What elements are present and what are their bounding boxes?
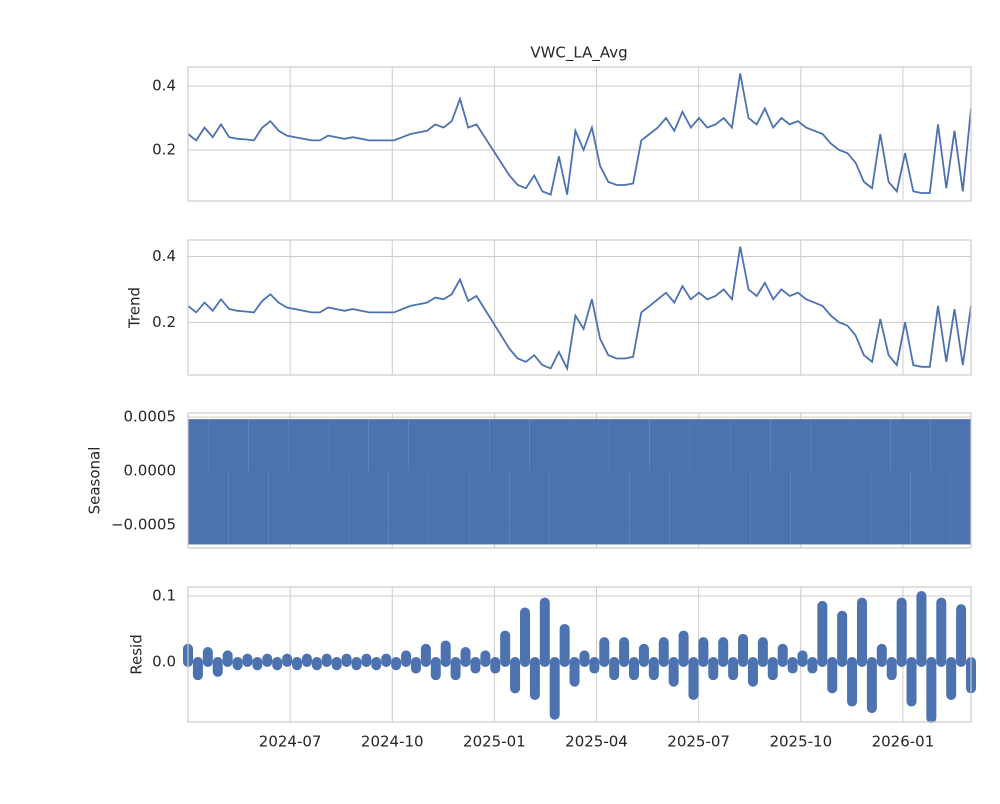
bar [328, 419, 369, 471]
bar [408, 419, 449, 471]
bar [208, 419, 249, 471]
x-tick-label: 2025-07 [667, 733, 730, 751]
bar [930, 419, 971, 471]
y-axis-label: Seasonal [86, 447, 104, 515]
y-axis-label: Trend [126, 287, 144, 329]
plot-frame [187, 66, 972, 202]
x-tick-label: 2025-10 [769, 733, 832, 751]
bar [188, 419, 209, 471]
bar [950, 470, 971, 545]
x-tick-label: 2024-07 [259, 733, 322, 751]
subplot-title: VWC_LA_Avg [530, 44, 627, 63]
bar [710, 470, 751, 545]
bar [228, 470, 269, 545]
bar [890, 419, 931, 471]
bar [449, 419, 490, 471]
bar [669, 470, 710, 545]
bar [469, 470, 510, 545]
plot-area [188, 240, 971, 375]
bar [368, 419, 409, 471]
bar [910, 470, 951, 545]
plot-frame [187, 586, 972, 723]
bar [248, 419, 289, 471]
bar [549, 470, 590, 545]
y-tick-label: 0.4 [152, 77, 176, 95]
bar [268, 470, 309, 545]
bar [428, 470, 470, 545]
bar [770, 419, 811, 471]
bar [850, 419, 891, 471]
bar [308, 470, 349, 545]
bar [629, 470, 670, 545]
y-tick-label: −0.0005 [111, 515, 176, 533]
bar [569, 419, 610, 471]
x-tick-label: 2024-10 [361, 733, 424, 751]
bar [790, 470, 831, 545]
x-tick-label: 2025-01 [463, 733, 526, 751]
x-tick-label: 2025-04 [565, 733, 628, 751]
y-tick-label: 0.2 [152, 140, 176, 158]
bar [870, 470, 911, 545]
y-tick-label: 0.1 [152, 586, 176, 604]
bar [589, 470, 630, 545]
y-tick-label: 0.0000 [124, 461, 177, 479]
bar [529, 419, 570, 471]
y-tick-label: 0.0005 [124, 407, 177, 425]
bar [810, 419, 851, 471]
bar [288, 419, 329, 471]
bar [750, 470, 791, 545]
bar [348, 470, 389, 545]
plot-frame [187, 239, 972, 376]
bar [609, 419, 650, 471]
y-tick-label: 0.2 [152, 313, 176, 331]
bar [388, 470, 429, 545]
x-tick-label: 2026-01 [872, 733, 935, 751]
bar [489, 419, 530, 471]
data-line [187, 73, 972, 196]
bar [689, 419, 731, 471]
y-axis-label: Resid [128, 634, 146, 674]
plot-area [188, 67, 971, 201]
bar [730, 419, 771, 471]
bar [830, 470, 871, 545]
plot-frame [187, 412, 972, 549]
bar [649, 419, 690, 471]
bar [509, 470, 550, 545]
bar [188, 470, 229, 545]
y-tick-label: 0.4 [152, 247, 176, 265]
data-line [187, 246, 972, 372]
y-tick-label: 0.0 [152, 652, 176, 670]
